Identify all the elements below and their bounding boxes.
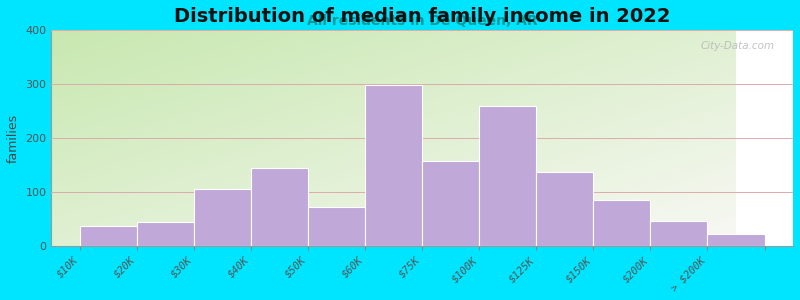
Bar <box>366 85 422 246</box>
Bar <box>707 234 765 246</box>
Bar <box>251 168 308 246</box>
Bar <box>308 207 366 246</box>
Bar <box>479 106 536 246</box>
Bar <box>650 221 707 246</box>
Text: All residents in De Queen, AR: All residents in De Queen, AR <box>307 14 538 28</box>
Bar <box>137 222 194 246</box>
Bar <box>422 161 479 246</box>
Bar <box>194 189 251 246</box>
Bar <box>594 200 650 246</box>
Y-axis label: families: families <box>7 114 20 163</box>
Bar <box>80 226 137 246</box>
Title: Distribution of median family income in 2022: Distribution of median family income in … <box>174 7 670 26</box>
Text: City-Data.com: City-Data.com <box>700 41 774 51</box>
Bar <box>536 172 594 246</box>
